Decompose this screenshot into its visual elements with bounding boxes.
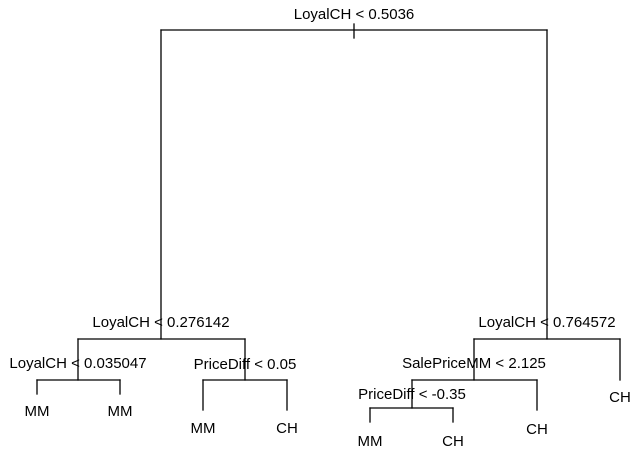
ll-split-label: LoyalCH < 0.035047	[9, 355, 146, 372]
leaf-rr: CH	[609, 389, 631, 406]
leaf-rl-right: CH	[526, 421, 548, 438]
root-split-label: LoyalCH < 0.5036	[294, 6, 415, 23]
right-split-label: LoyalCH < 0.764572	[478, 314, 615, 331]
leaf-rll-right: CH	[442, 433, 464, 450]
leaf-ll-right: MM	[108, 403, 133, 420]
lr-split-label: PriceDiff < 0.05	[194, 356, 297, 373]
leaf-rll-left: MM	[358, 433, 383, 450]
leaf-ll-left: MM	[25, 403, 50, 420]
rl-split-label: SalePriceMM < 2.125	[402, 355, 546, 372]
leaf-lr-right: CH	[276, 420, 298, 437]
left-split-label: LoyalCH < 0.276142	[92, 314, 229, 331]
rll-split-label: PriceDiff < -0.35	[358, 386, 466, 403]
leaf-lr-left: MM	[191, 420, 216, 437]
